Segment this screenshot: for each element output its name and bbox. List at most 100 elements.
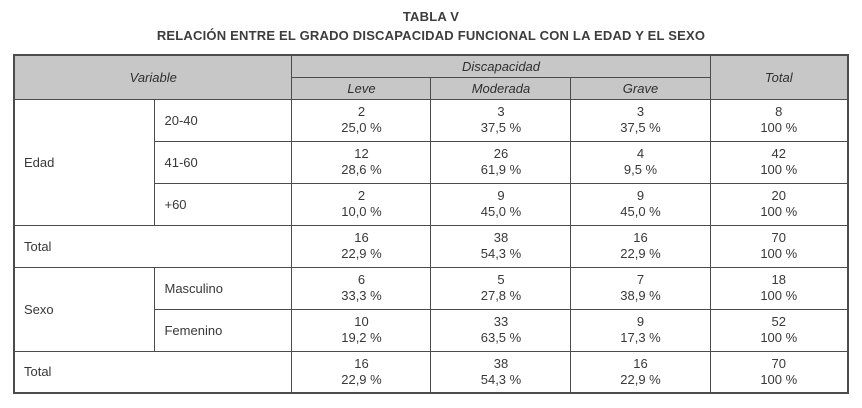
cell-count: 16 — [354, 355, 369, 371]
cell-percent: 100 % — [760, 288, 798, 303]
cell-percent: 37,5 % — [480, 120, 522, 135]
cell-sexo-masculino-moderada: 5 27,8 % — [430, 266, 572, 310]
cell-count: 26 — [493, 146, 509, 161]
table-title: TABLA V — [402, 9, 460, 24]
cell-percent: 100 % — [760, 330, 798, 345]
cell-edad-41-60-leve: 12 28,6 % — [291, 140, 432, 184]
header-leve: Leve — [291, 76, 432, 100]
cell-percent: 100 % — [760, 246, 798, 261]
data-table: Variable Discapacidad Total Leve Moderad… — [12, 54, 849, 394]
cell-sexo-masculino-total: 18 100 % — [709, 266, 849, 310]
cell-percent: 100 % — [760, 371, 798, 387]
cell-count: 16 — [633, 355, 648, 371]
header-grave: Grave — [570, 76, 711, 100]
cell-percent: 54,3 % — [480, 371, 522, 387]
cell-count: 10 — [354, 314, 369, 329]
cell-percent: 9,5 % — [623, 162, 658, 177]
rowlabel-20-40: 20-40 — [154, 98, 293, 142]
cell-percent: 19,2 % — [341, 330, 382, 345]
cell-count: 7 — [636, 272, 645, 287]
table-row-total-edad: Total 16 22,9 % 38 54,3 % 16 22,9 % 70 1… — [13, 224, 849, 268]
rowgroup-edad: Edad — [13, 98, 156, 226]
cell-percent: 17,3 % — [620, 330, 661, 345]
cell-count: 8 — [775, 104, 783, 119]
header-variable: Variable — [13, 54, 293, 100]
cell-total-sexo-total: 70 100 % — [709, 350, 849, 394]
cell-total-sexo-grave: 16 22,9 % — [570, 350, 711, 394]
cell-total-edad-grave: 16 22,9 % — [570, 224, 711, 268]
cell-total-sexo-leve: 16 22,9 % — [291, 350, 432, 394]
cell-sexo-masculino-leve: 6 33,3 % — [291, 266, 432, 310]
cell-edad-20-40-moderada: 3 37,5 % — [430, 98, 572, 142]
cell-edad-20-40-grave: 3 37,5 % — [570, 98, 711, 142]
table-row: Sexo Masculino 6 33,3 % 5 27,8 % 7 38,9 … — [13, 266, 849, 352]
cell-count: 42 — [771, 146, 786, 161]
cell-count: 2 — [357, 104, 366, 119]
table-row: Edad 20-40 2 25,0 % 3 37,5 % 3 37,5 % 8 … — [13, 98, 849, 226]
cell-percent: 25,0 % — [341, 120, 382, 135]
cell-count: 52 — [771, 314, 786, 329]
cell-edad-60plus-leve: 2 10,0 % — [291, 182, 432, 226]
cell-percent: 100 % — [760, 162, 798, 177]
table-row: 41-60 12 28,6 % 26 61,9 % 4 9,5 % 42 100… — [14, 140, 849, 184]
cell-count: 70 — [771, 230, 786, 245]
cell-count: 16 — [633, 230, 648, 245]
cell-percent: 22,9 % — [341, 246, 382, 261]
cell-count: 5 — [497, 272, 505, 287]
cell-count: 3 — [497, 104, 505, 119]
rowgroup-sexo: Sexo — [13, 266, 156, 352]
cell-total-edad-moderada: 38 54,3 % — [430, 224, 572, 268]
cell-percent: 100 % — [760, 120, 798, 135]
cell-percent: 33,3 % — [341, 288, 382, 303]
cell-percent: 63,5 % — [480, 330, 522, 345]
table-row: Femenino 10 19,2 % 33 63,5 % 9 17,3 % 52… — [14, 308, 849, 352]
table-row-total-sexo: Total 16 22,9 % 38 54,3 % 16 22,9 % 70 1… — [13, 350, 849, 394]
cell-percent: 45,0 % — [620, 204, 661, 219]
cell-percent: 28,6 % — [341, 162, 382, 177]
cell-percent: 61,9 % — [480, 162, 522, 177]
cell-sexo-femenino-moderada: 33 63,5 % — [430, 308, 572, 352]
cell-sexo-femenino-total: 52 100 % — [709, 308, 849, 352]
cell-percent: 54,3 % — [480, 246, 522, 261]
cell-count: 2 — [357, 188, 366, 203]
cell-count: 6 — [357, 272, 366, 287]
cell-percent: 27,8 % — [480, 288, 522, 303]
cell-total-sexo-moderada: 38 54,3 % — [430, 350, 572, 394]
header-total: Total — [709, 54, 849, 100]
cell-count: 70 — [771, 355, 786, 371]
cell-edad-60plus-total: 20 100 % — [709, 182, 849, 226]
cell-percent: 45,0 % — [480, 204, 522, 219]
cell-edad-20-40-leve: 2 25,0 % — [291, 98, 432, 142]
cell-count: 38 — [493, 230, 509, 245]
header-discapacidad: Discapacidad — [291, 54, 711, 78]
cell-percent: 22,9 % — [620, 371, 661, 387]
cell-percent: 37,5 % — [620, 120, 661, 135]
table-subtitle: RELACIÓN ENTRE EL GRADO DISCAPACIDAD FUN… — [156, 28, 706, 43]
cell-percent: 10,0 % — [341, 204, 382, 219]
cell-edad-20-40-total: 8 100 % — [709, 98, 849, 142]
cell-count: 4 — [636, 146, 645, 161]
rowlabel-total-sexo: Total — [13, 350, 293, 394]
cell-sexo-masculino-grave: 7 38,9 % — [570, 266, 711, 310]
cell-edad-41-60-grave: 4 9,5 % — [570, 140, 711, 184]
cell-count: 12 — [354, 146, 369, 161]
rowlabel-total-edad: Total — [13, 224, 293, 268]
rowlabel-femenino: Femenino — [154, 308, 293, 352]
rowlabel-41-60: 41-60 — [154, 140, 293, 184]
cell-percent: 22,9 % — [620, 246, 661, 261]
cell-percent: 100 % — [760, 204, 798, 219]
cell-count: 9 — [636, 188, 645, 203]
rowlabel-60plus: +60 — [154, 182, 293, 226]
cell-sexo-femenino-leve: 10 19,2 % — [291, 308, 432, 352]
cell-count: 18 — [771, 272, 786, 287]
cell-count: 3 — [636, 104, 645, 119]
cell-sexo-femenino-grave: 9 17,3 % — [570, 308, 711, 352]
cell-percent: 22,9 % — [341, 371, 382, 387]
cell-edad-60plus-grave: 9 45,0 % — [570, 182, 711, 226]
cell-count: 9 — [636, 314, 645, 329]
header-row-2: Leve Moderada Grave — [14, 76, 848, 100]
cell-total-edad-total: 70 100 % — [709, 224, 849, 268]
table-row: +60 2 10,0 % 9 45,0 % 9 45,0 % 20 100 % — [14, 182, 849, 226]
cell-edad-60plus-moderada: 9 45,0 % — [430, 182, 572, 226]
